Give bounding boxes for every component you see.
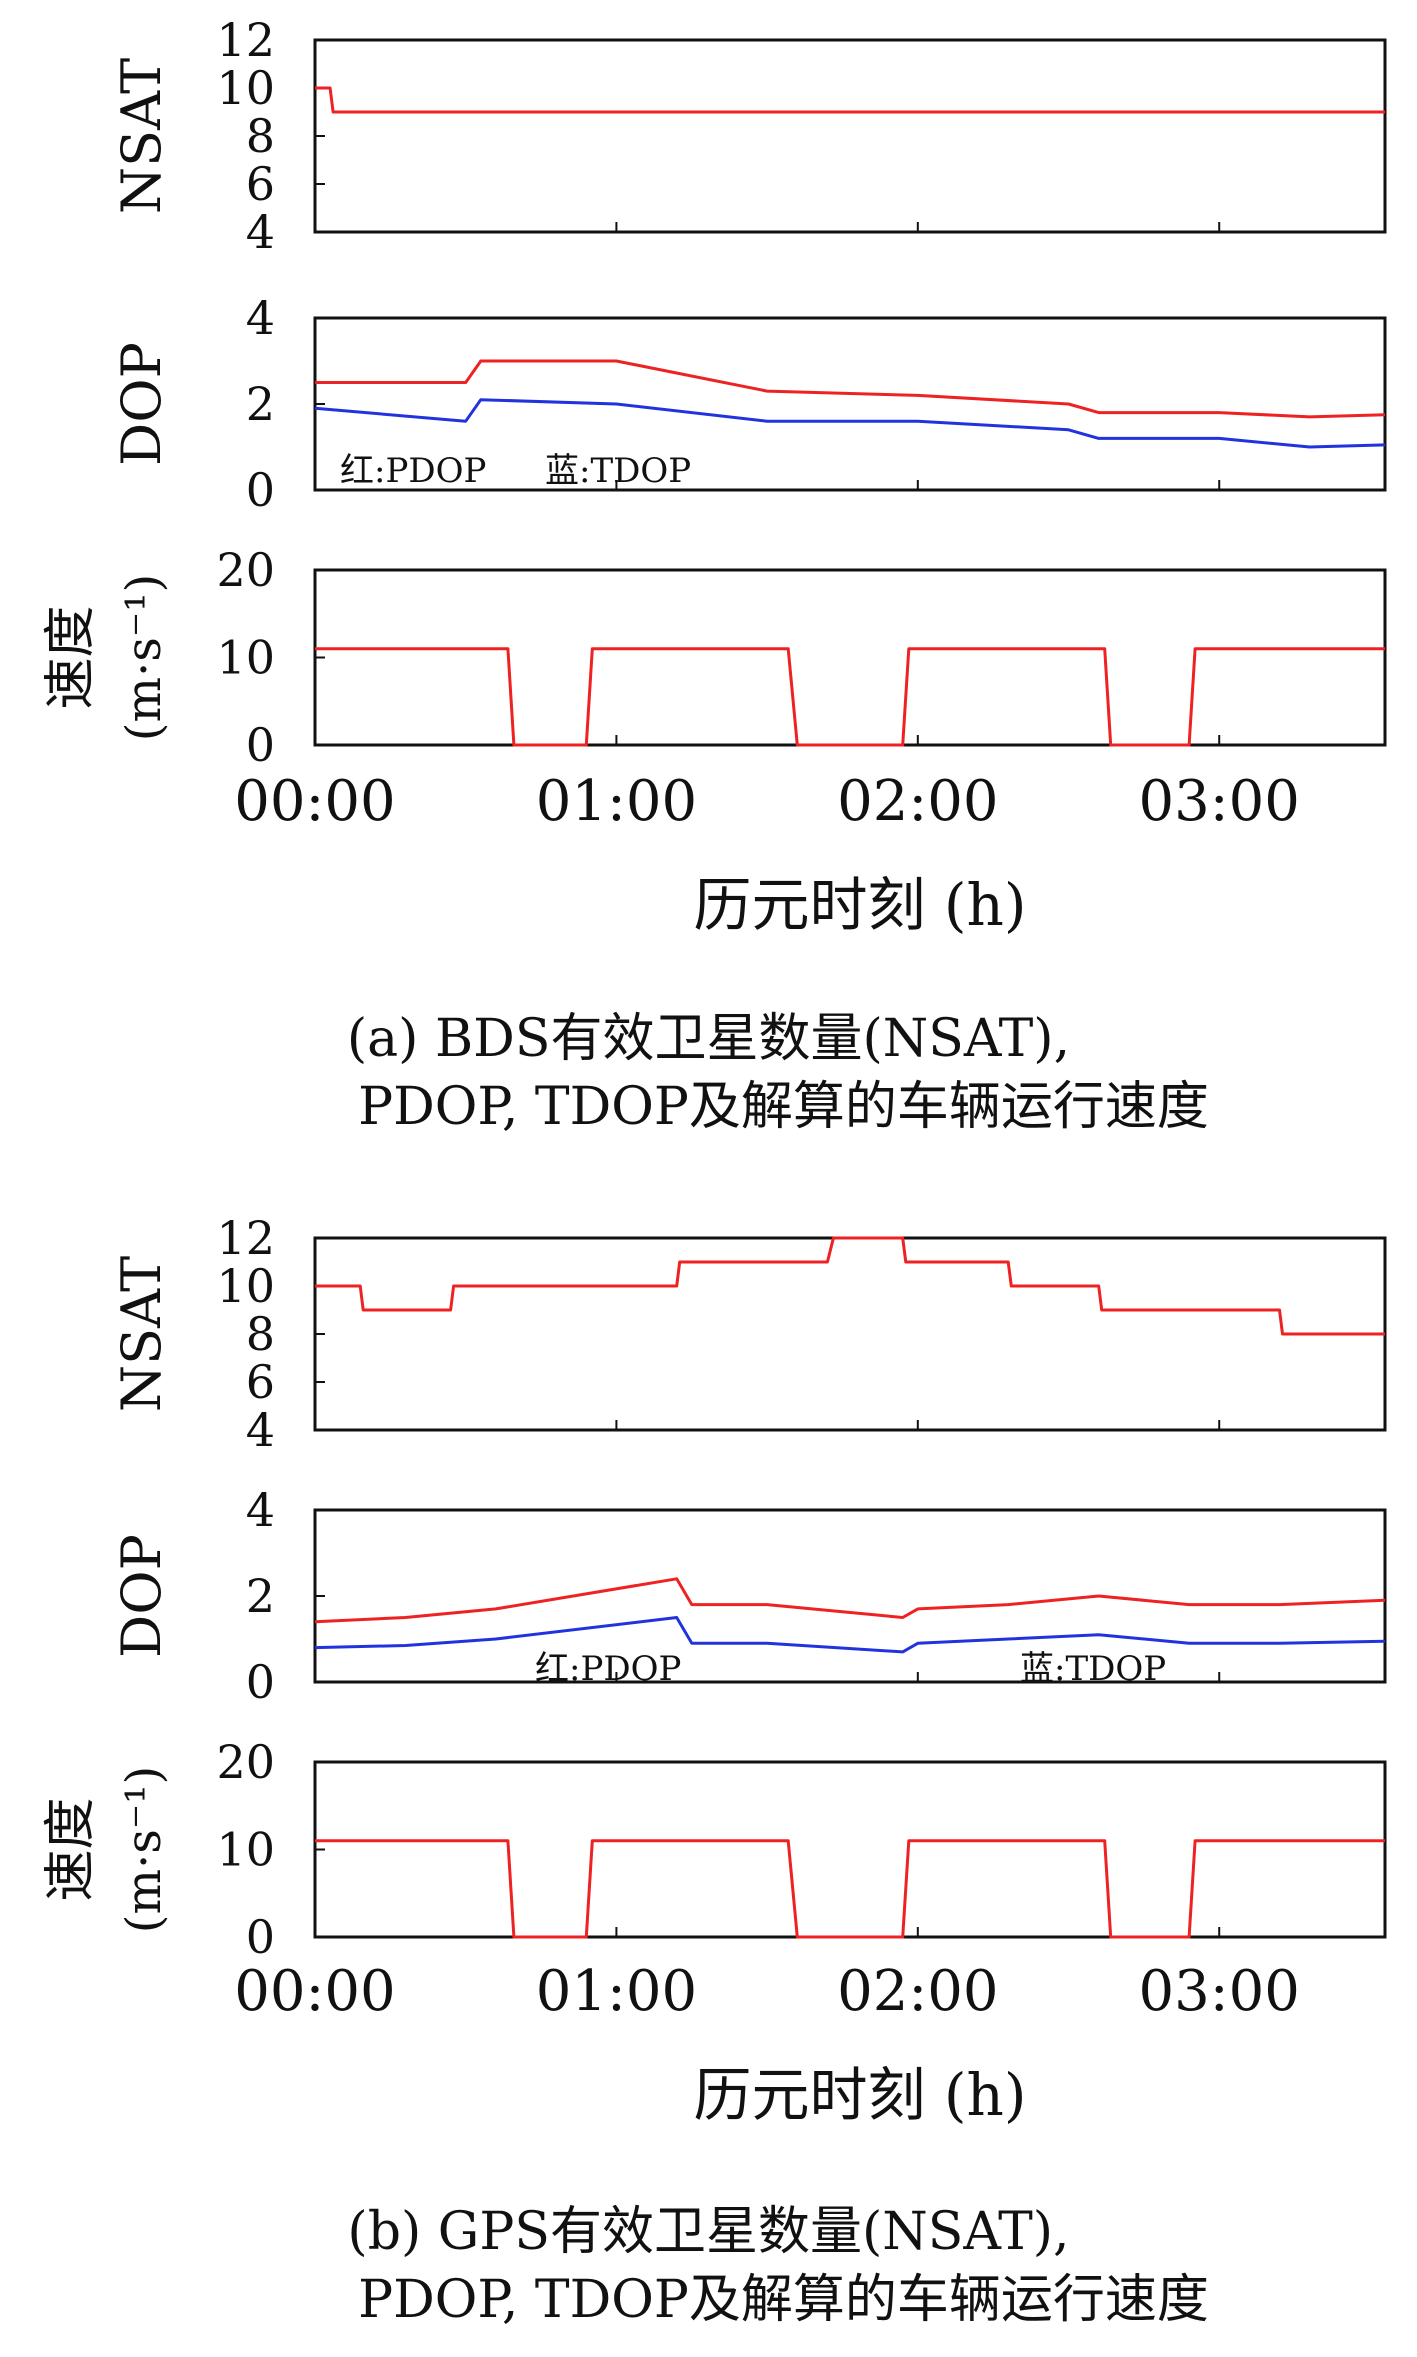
y-tick-label: 0 — [246, 718, 275, 772]
y-axis-label: 速度 — [41, 605, 101, 709]
x-tick-label: 02:00 — [837, 1959, 998, 2024]
y-tick-label: 8 — [246, 1307, 275, 1361]
series-line — [315, 647, 1385, 747]
y-tick-label: 4 — [246, 1403, 275, 1457]
y-tick-label: 6 — [246, 1355, 275, 1409]
panel-frame — [313, 1760, 1387, 1939]
y-tick-label: 10 — [216, 1259, 275, 1313]
series-line — [315, 86, 1385, 114]
y-tick-label: 10 — [216, 61, 275, 115]
series-line-pdop — [314, 1577, 1386, 1624]
y-tick-label: 4 — [246, 291, 275, 345]
y-tick-label: 12 — [216, 1211, 275, 1265]
x-axis-label: 历元时刻 (h) — [693, 2061, 1026, 2129]
panel-a-dop: 0 2 4 DOP 红:PDOP 蓝:TDOP — [110, 291, 1387, 517]
y-tick-label: 0 — [246, 463, 275, 517]
y-tick-label: 4 — [246, 205, 275, 259]
panel-b-dop: 0 2 4 DOP 红:PDOP 蓝:TDOP — [110, 1483, 1387, 1709]
y-axis-label: 速度 — [41, 1797, 101, 1901]
y-tick-label: 0 — [246, 1655, 275, 1709]
panel-frame — [313, 568, 1387, 747]
annotation-pdop: 红:PDOP — [340, 451, 486, 491]
caption-b-line2: PDOP, TDOP及解算的车辆运行速度 — [358, 2270, 1209, 2330]
panel-frame — [313, 1236, 1387, 1432]
panel-frame — [313, 38, 1387, 234]
y-tick-label: 0 — [246, 1910, 275, 1964]
y-axis-label: DOP — [110, 1534, 173, 1658]
y-axis-unit: (m·s⁻¹) — [116, 1766, 172, 1933]
y-tick-label: 20 — [216, 1735, 275, 1789]
y-axis-label: DOP — [110, 342, 173, 466]
caption-b-line1: (b) GPS有效卫星数量(NSAT), — [347, 2202, 1070, 2262]
y-tick-label: 6 — [246, 157, 275, 211]
x-tick-label: 00:00 — [234, 1959, 395, 2024]
x-tick-label: 02:00 — [837, 769, 998, 834]
panel-a-speed: 0 10 20 速度 (m·s⁻¹) — [41, 543, 1387, 772]
y-tick-label: 8 — [246, 109, 275, 163]
series-line-pdop — [315, 359, 1386, 419]
x-tick-label: 01:00 — [536, 1959, 697, 2024]
y-tick-label: 4 — [246, 1483, 275, 1537]
y-tick-label: 2 — [246, 377, 275, 431]
x-tick-label: 03:00 — [1139, 769, 1300, 834]
series-line-tdop — [314, 1616, 1386, 1654]
annotation-tdop: 蓝:TDOP — [545, 451, 691, 491]
x-tick-label: 01:00 — [536, 769, 697, 834]
y-axis-unit: (m·s⁻¹) — [116, 574, 172, 741]
x-tick-label: 00:00 — [234, 769, 395, 834]
y-tick-label: 10 — [216, 1823, 275, 1877]
series-line — [315, 1839, 1385, 1939]
annotation-tdop: 蓝:TDOP — [1020, 1649, 1166, 1689]
panel-b-speed: 0 10 20 速度 (m·s⁻¹) — [41, 1735, 1387, 1964]
series-line — [315, 1236, 1385, 1336]
caption-a-line2: PDOP, TDOP及解算的车辆运行速度 — [358, 1077, 1209, 1137]
annotation-pdop: 红:PDOP — [535, 1649, 681, 1689]
series-line-tdop — [314, 398, 1386, 449]
y-axis-label: NSAT — [110, 58, 173, 214]
caption-a-line1: (a) BDS有效卫星数量(NSAT), — [346, 1009, 1071, 1069]
panel-frame — [313, 1508, 1387, 1684]
x-axis-label: 历元时刻 (h) — [693, 871, 1026, 939]
y-axis-label: NSAT — [110, 1256, 173, 1412]
caption-b: (b) GPS有效卫星数量(NSAT), PDOP, TDOP及解算的车辆运行速… — [0, 2198, 1417, 2334]
caption-a: (a) BDS有效卫星数量(NSAT), PDOP, TDOP及解算的车辆运行速… — [0, 1005, 1417, 1141]
y-tick-label: 10 — [216, 631, 275, 685]
x-tick-label: 03:00 — [1139, 1959, 1300, 2024]
y-tick-label: 2 — [246, 1569, 275, 1623]
y-tick-label: 20 — [216, 543, 275, 597]
y-tick-label: 12 — [216, 13, 275, 67]
